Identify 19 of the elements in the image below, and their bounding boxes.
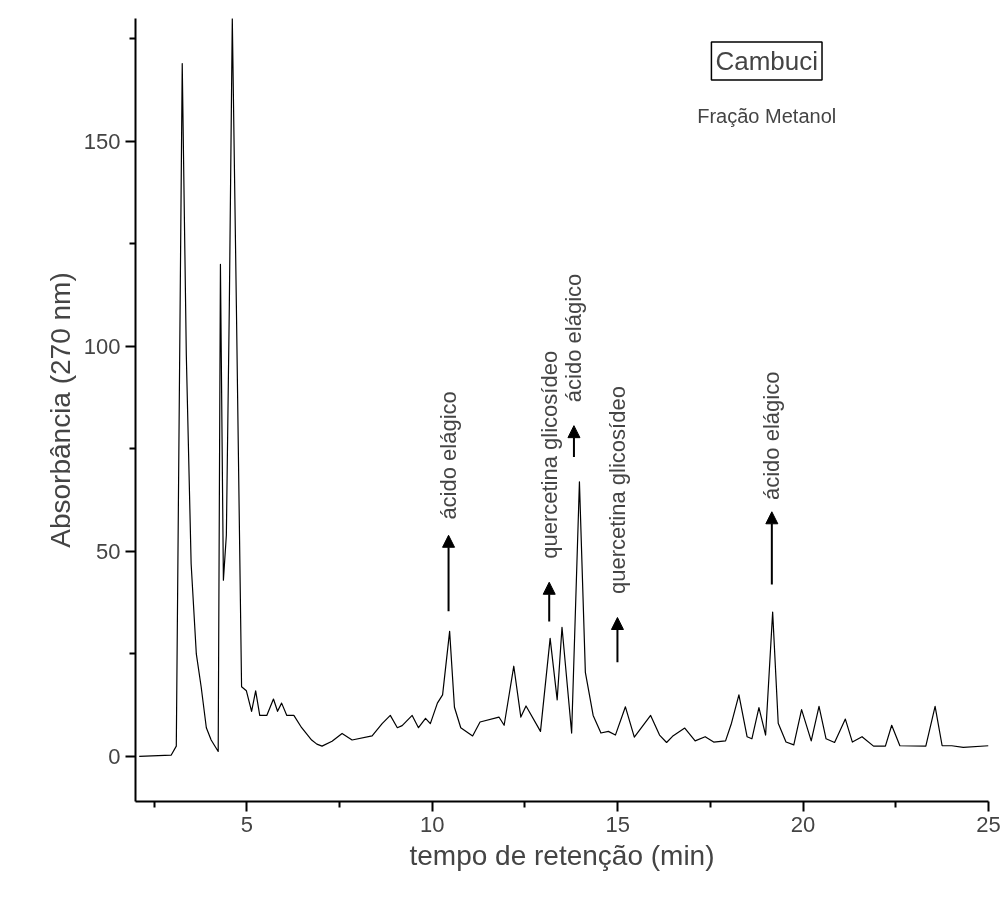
x-tick-label: 25: [976, 811, 1001, 837]
y-tick-label: 0: [108, 743, 121, 769]
x-axis-title: tempo de retenção (min): [409, 839, 715, 871]
x-tick-label: 20: [790, 811, 816, 837]
annotation: ácido elágico: [759, 371, 785, 501]
y-tick-label: 150: [83, 128, 121, 154]
x-tick-label: 5: [240, 811, 253, 837]
x-tick-label: 15: [605, 811, 630, 837]
line-series: [138, 18, 989, 758]
annotation: ácido elágico: [561, 273, 587, 403]
annotation: quercetina glicosídeo: [604, 386, 630, 595]
y-tick-label: 50: [96, 538, 121, 564]
annotation: ácido elágico: [436, 391, 462, 520]
annotation: quercetina glicosídeo: [536, 350, 562, 559]
text: Fração Metanol: [697, 104, 837, 127]
text: Cambuci: [715, 45, 819, 76]
y-axis-title: Absorbância (270 nm): [44, 272, 76, 548]
x-tick-label: 10: [419, 811, 445, 837]
y-tick-label: 100: [83, 333, 121, 359]
